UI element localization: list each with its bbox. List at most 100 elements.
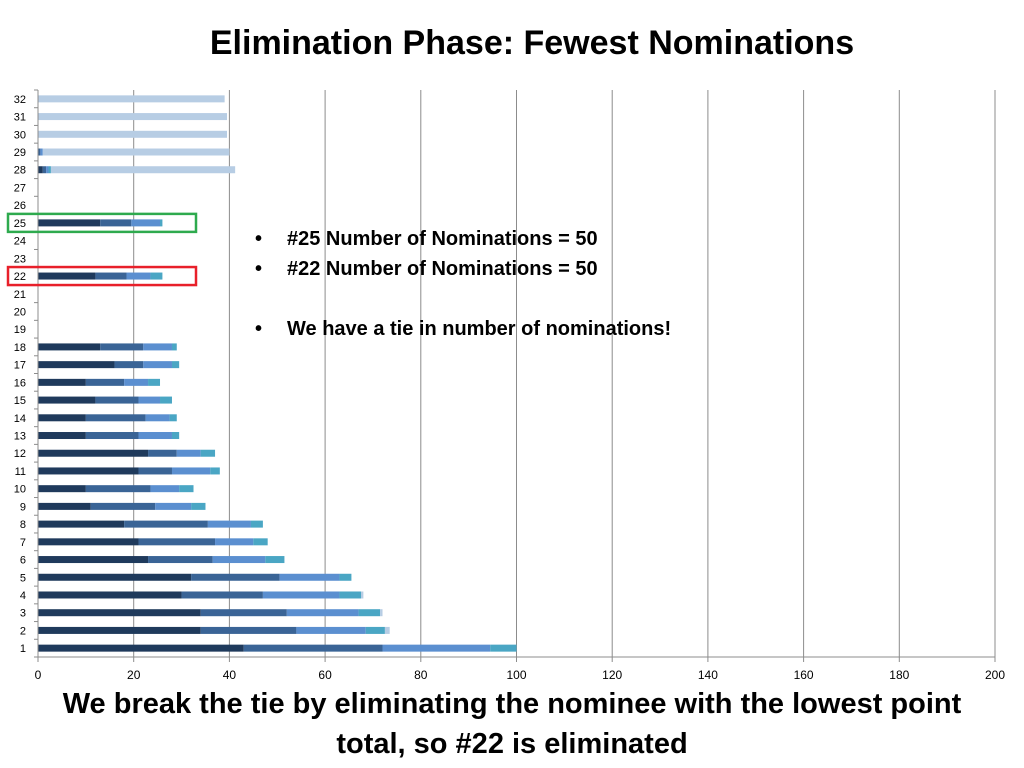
highlight-boxes xyxy=(6,212,198,287)
bar-segment xyxy=(250,520,263,528)
bar-segment xyxy=(38,644,244,652)
bar-segment xyxy=(143,343,172,351)
bar-segment xyxy=(38,95,225,103)
bar-segment xyxy=(38,113,228,121)
x-tick-label: 160 xyxy=(794,668,814,682)
bar-segment xyxy=(38,378,86,386)
bar-segment xyxy=(38,361,115,369)
x-tick-label: 80 xyxy=(414,668,428,682)
category-label: 11 xyxy=(15,466,26,478)
bar-segment xyxy=(100,219,132,227)
bar-segment xyxy=(181,591,263,599)
category-label: 19 xyxy=(14,324,26,336)
bullet-item: #25 Number of Nominations = 50 xyxy=(255,224,775,254)
category-label: 17 xyxy=(14,360,26,372)
bar-segment xyxy=(207,520,251,528)
bar-segment xyxy=(160,219,163,227)
category-label: 24 xyxy=(14,236,26,248)
bar-segment xyxy=(38,556,149,564)
bar-segment xyxy=(360,591,364,599)
bullet-list: #25 Number of Nominations = 50 #22 Numbe… xyxy=(255,224,775,344)
bar-segment xyxy=(100,343,144,351)
bar-segment xyxy=(50,166,236,174)
bar-segment xyxy=(38,626,201,634)
category-label: 8 xyxy=(20,519,26,531)
bar-segment xyxy=(38,591,182,599)
bar-segment xyxy=(171,432,180,440)
bar-segment xyxy=(210,467,220,475)
bar-segment xyxy=(46,166,49,174)
bar-segment xyxy=(296,626,366,634)
bar-segment xyxy=(143,361,172,369)
bar-segment xyxy=(215,538,254,546)
x-tick-label: 20 xyxy=(127,668,141,682)
bar-segment xyxy=(191,573,280,581)
bar-segment xyxy=(138,538,216,546)
category-label: 14 xyxy=(14,413,26,425)
category-label: 15 xyxy=(14,395,26,407)
bar-segment xyxy=(262,591,340,599)
bar-segment xyxy=(124,378,149,386)
bar-segment xyxy=(38,538,139,546)
category-label: 29 xyxy=(14,147,26,159)
bar-segment xyxy=(38,130,228,138)
bar-segment xyxy=(200,609,287,617)
bar-segment xyxy=(339,573,352,581)
bar-segment xyxy=(243,644,383,652)
category-label: 26 xyxy=(14,200,26,212)
category-label: 23 xyxy=(14,253,26,265)
bar-segment xyxy=(382,644,491,652)
bar-segment xyxy=(171,361,180,369)
bar-segment xyxy=(148,556,213,564)
bar-segment xyxy=(85,414,146,422)
x-tick-label: 200 xyxy=(985,668,1005,682)
axes xyxy=(34,89,996,662)
category-labels: 1234567891011121314151617181920212223242… xyxy=(14,94,26,655)
bar-segment xyxy=(38,485,86,493)
bar-segment xyxy=(171,343,177,351)
category-label: 10 xyxy=(14,484,26,496)
bar-segment xyxy=(126,272,151,280)
bar-segment xyxy=(169,414,177,422)
bar-segment xyxy=(85,485,151,493)
bars xyxy=(38,95,517,652)
bar-segment xyxy=(42,148,230,156)
category-label: 1 xyxy=(20,643,26,655)
category-label: 28 xyxy=(14,165,26,177)
footer-caption: We break the tie by eliminating the nomi… xyxy=(62,688,962,760)
x-tick-label: 180 xyxy=(889,668,909,682)
bar-segment xyxy=(384,626,390,634)
x-tick-label: 120 xyxy=(602,668,622,682)
bar-segment xyxy=(38,467,139,475)
x-tick-label: 140 xyxy=(698,668,718,682)
category-label: 13 xyxy=(14,431,26,443)
bar-segment xyxy=(38,414,86,422)
bar-segment xyxy=(490,644,517,652)
x-tick-label: 100 xyxy=(506,668,526,682)
bar-segment xyxy=(286,609,359,617)
x-tick-labels: 0 20 40 60 80 100 120 140 160 180 200 xyxy=(35,668,1006,682)
bar-segment xyxy=(380,609,383,617)
bar-segment xyxy=(38,573,192,581)
bar-segment xyxy=(138,432,172,440)
x-tick-label: 60 xyxy=(318,668,332,682)
bar-segment xyxy=(358,609,381,617)
category-label: 7 xyxy=(20,537,26,549)
category-label: 16 xyxy=(14,377,26,389)
category-label: 27 xyxy=(14,182,26,194)
category-label: 3 xyxy=(20,608,26,620)
bar-segment xyxy=(38,166,43,174)
category-label: 31 xyxy=(14,112,26,124)
bar-segment xyxy=(150,485,180,493)
bar-segment xyxy=(131,219,161,227)
bar-segment xyxy=(179,485,194,493)
category-label: 18 xyxy=(14,342,26,354)
bar-segment xyxy=(38,502,91,510)
bar-segment xyxy=(38,343,101,351)
category-label: 20 xyxy=(14,306,26,318)
bar-segment xyxy=(90,502,156,510)
bar-segment xyxy=(150,272,163,280)
bar-segment xyxy=(138,396,161,404)
bar-segment xyxy=(265,556,285,564)
